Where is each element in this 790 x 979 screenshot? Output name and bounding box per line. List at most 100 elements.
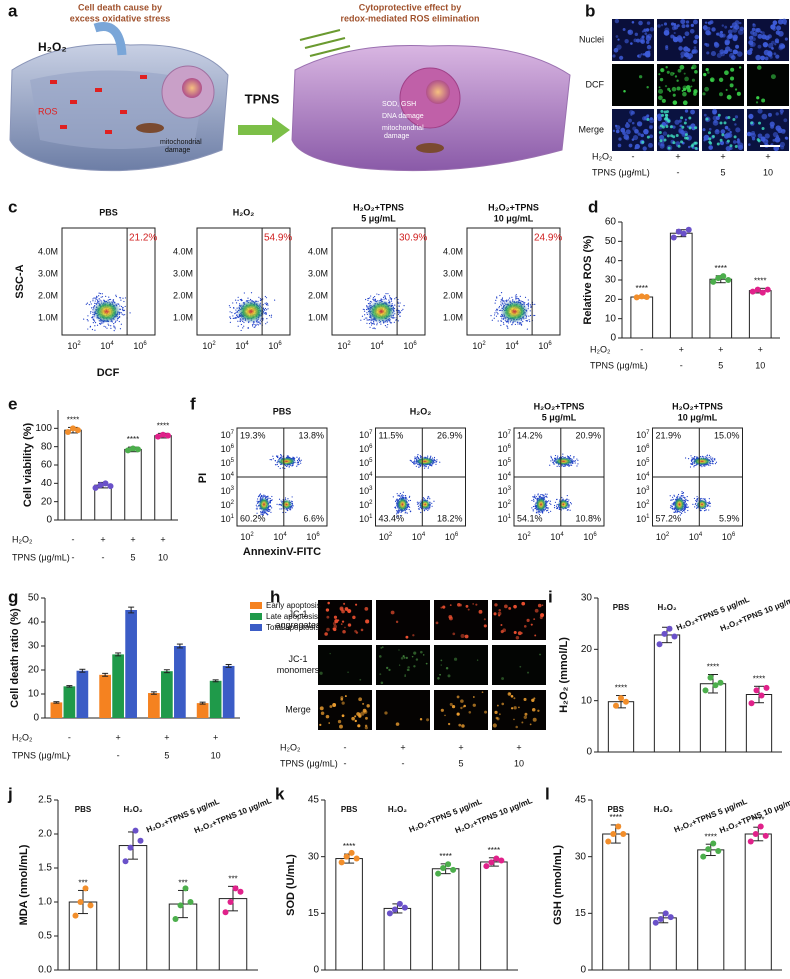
cell-spot — [426, 663, 428, 665]
cell-spot — [626, 129, 631, 134]
event-dot — [401, 310, 402, 311]
event-dot — [409, 496, 410, 497]
cell-spot — [713, 120, 719, 126]
event-dot — [417, 454, 418, 455]
micrograph — [747, 64, 789, 106]
event-dot — [87, 320, 88, 321]
cell-spot — [396, 722, 400, 726]
cell-spot — [450, 604, 452, 606]
cell-spot — [683, 36, 685, 38]
cell-spot — [613, 130, 615, 132]
tick-exponent: 6 — [455, 532, 459, 538]
event-dot — [364, 314, 365, 315]
event-dot — [529, 319, 530, 320]
event-dot — [93, 297, 94, 298]
cell-spot — [765, 133, 770, 138]
event-dot — [501, 318, 502, 319]
condition-label: TPNS (μg/mL) — [280, 758, 338, 768]
cell-spot — [776, 112, 779, 115]
event-dot — [367, 298, 368, 299]
condition-value: + — [720, 151, 725, 161]
cell-spot — [680, 116, 683, 119]
event-dot — [96, 296, 97, 297]
cell-spot — [670, 72, 674, 76]
event-dot — [533, 510, 534, 511]
micrograph-bg — [434, 645, 488, 685]
event-dot — [266, 309, 267, 310]
cell-spot — [396, 621, 398, 623]
tick-base: 10 — [498, 500, 508, 510]
x-tick-label: 102 — [472, 341, 486, 352]
event-dot — [267, 496, 268, 497]
condition-value: 10 — [514, 758, 524, 768]
cell-spot — [646, 35, 649, 38]
plot-title: H₂O₂ — [410, 406, 432, 416]
cell-spot — [752, 28, 755, 31]
cell-spot — [356, 631, 358, 633]
event-dot — [258, 297, 259, 298]
cell-spot — [685, 133, 688, 136]
cell-spot — [646, 41, 649, 44]
event-dot — [369, 319, 370, 320]
event-dot — [533, 509, 534, 510]
event-dot — [435, 464, 436, 465]
cell-spot — [676, 134, 679, 137]
event-dot — [266, 304, 267, 305]
event-dot — [567, 509, 568, 510]
event-dot — [515, 298, 516, 299]
cell-spot — [342, 714, 345, 717]
event-dot — [424, 510, 425, 511]
event-dot — [385, 297, 386, 298]
event-dot — [229, 305, 230, 306]
cell-spot — [660, 124, 663, 127]
cell-spot — [750, 121, 753, 124]
event-dot — [257, 322, 258, 323]
cell-spot — [638, 21, 643, 26]
tick-exponent: 1 — [508, 514, 512, 520]
event-dot — [506, 300, 507, 301]
cell-spot — [708, 145, 713, 150]
event-dot — [403, 492, 404, 493]
event-dot — [495, 303, 496, 304]
event-dot — [296, 457, 297, 458]
y-tick-label: 4.0M — [308, 246, 328, 256]
event-dot — [272, 499, 273, 500]
event-dot — [533, 501, 534, 502]
cell-spot — [361, 629, 364, 632]
event-dot — [263, 495, 264, 496]
event-dot — [557, 507, 558, 508]
cell-spot — [458, 724, 461, 727]
panel-label: j — [7, 784, 13, 803]
y-tick-label: 2.0M — [308, 290, 328, 300]
event-dot — [403, 495, 404, 496]
event-dot — [256, 505, 257, 506]
cell-spot — [753, 32, 758, 37]
event-dot — [420, 455, 421, 456]
tick-exponent: 1 — [231, 514, 235, 520]
cell-spot — [327, 602, 330, 605]
y-tick-label: 4.0M — [173, 246, 193, 256]
cell-spot — [423, 654, 425, 656]
y-tick-label: 3.0M — [38, 268, 58, 278]
cell-spot — [524, 713, 527, 716]
row-label: DCF — [586, 79, 605, 89]
y-tick-label: 106 — [498, 444, 512, 455]
cell-spot — [694, 126, 697, 129]
cell-spot — [693, 40, 697, 44]
condition-value: - — [632, 167, 635, 177]
cell-spot — [347, 609, 351, 613]
event-dot — [494, 314, 495, 315]
y-tick-label: 4.0M — [443, 246, 463, 256]
event-dot — [122, 307, 123, 308]
event-dot — [275, 460, 276, 461]
event-dot — [672, 503, 673, 504]
cell-spot — [758, 45, 762, 49]
event-dot — [562, 456, 563, 457]
cell-spot — [477, 660, 478, 661]
event-dot — [364, 309, 365, 310]
cell-spot — [706, 51, 709, 54]
event-dot — [257, 498, 258, 499]
cell-spot — [688, 146, 691, 149]
event-dot — [561, 497, 562, 498]
y-tick-label: 102 — [498, 500, 512, 511]
